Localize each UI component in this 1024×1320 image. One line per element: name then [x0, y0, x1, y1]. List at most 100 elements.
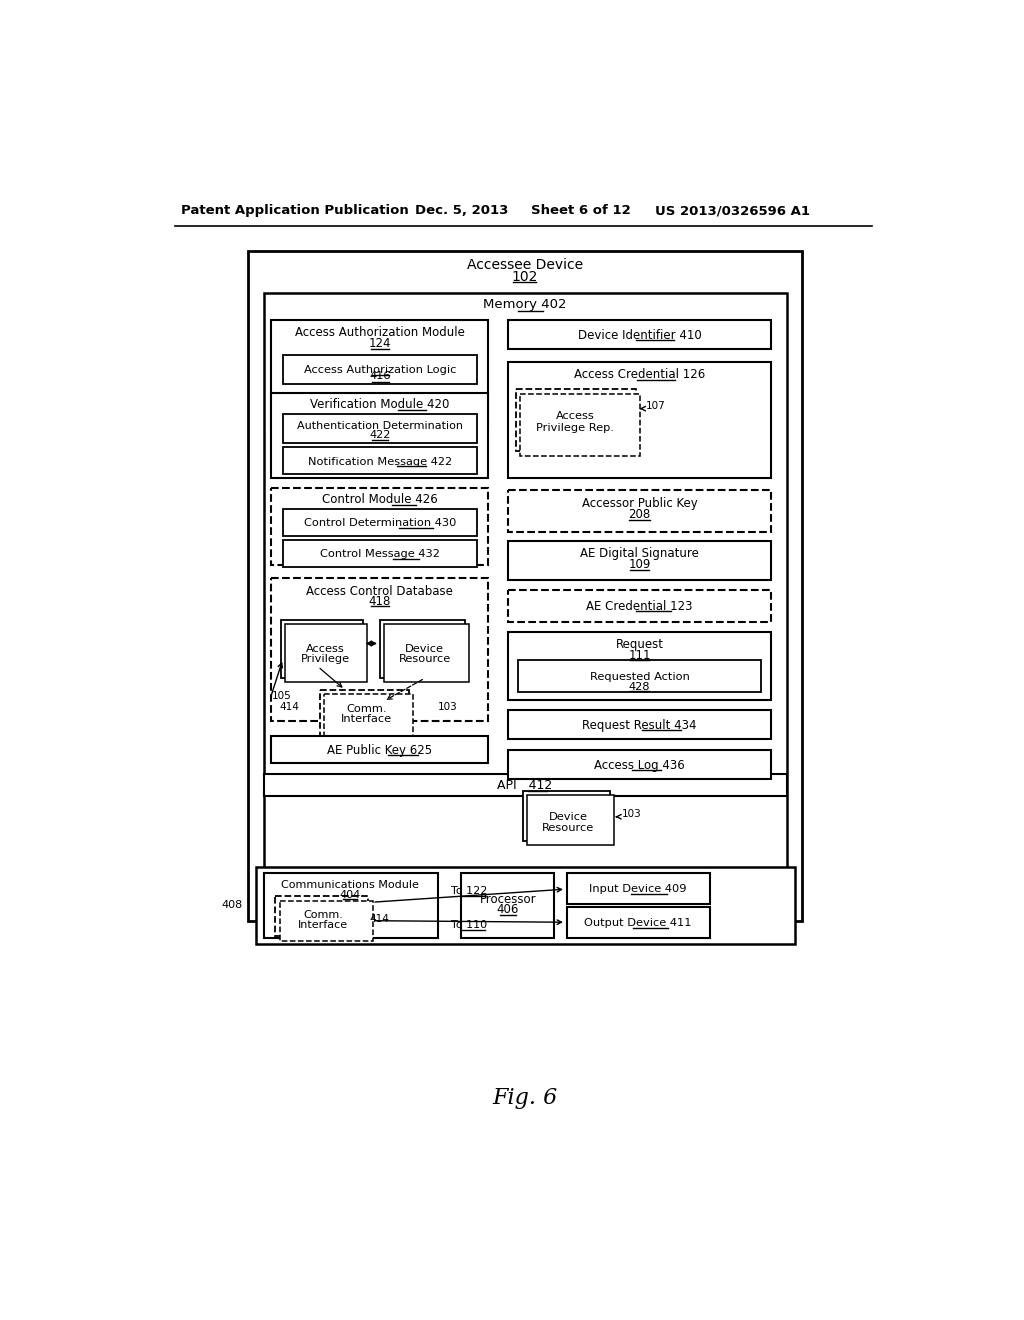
Bar [280, 900, 373, 941]
Bar [283, 540, 477, 566]
Bar [283, 355, 477, 384]
Text: Request Result 434: Request Result 434 [583, 718, 696, 731]
Text: Control Determination 430: Control Determination 430 [304, 519, 456, 528]
Text: Comm.: Comm. [346, 704, 387, 714]
Text: 208: 208 [629, 508, 650, 520]
Bar [286, 624, 367, 682]
Text: API   412: API 412 [498, 779, 552, 792]
Bar [271, 393, 488, 478]
Bar [508, 321, 771, 350]
Bar [461, 873, 554, 937]
Text: 105: 105 [271, 690, 291, 701]
Text: Fig. 6: Fig. 6 [493, 1086, 557, 1109]
Text: 414: 414 [370, 915, 390, 924]
Bar [515, 389, 636, 451]
Text: 103: 103 [622, 809, 641, 820]
Bar [282, 620, 362, 678]
Text: Device: Device [549, 812, 588, 822]
Bar [384, 624, 469, 682]
Text: Access Control Database: Access Control Database [306, 585, 454, 598]
Text: Requested Action: Requested Action [590, 672, 689, 681]
Text: 124: 124 [369, 337, 391, 350]
Bar [263, 775, 786, 796]
Bar [508, 710, 771, 739]
Text: Dec. 5, 2013: Dec. 5, 2013 [415, 205, 508, 218]
Text: Resource: Resource [542, 822, 594, 833]
Bar [283, 414, 477, 444]
Bar [508, 541, 771, 579]
Text: Request: Request [615, 638, 664, 651]
Bar [271, 737, 488, 763]
Text: 422: 422 [370, 430, 390, 440]
Text: Access: Access [306, 644, 345, 653]
Text: 109: 109 [629, 557, 650, 570]
Bar [271, 578, 488, 721]
Text: Processor: Processor [479, 892, 536, 906]
Text: Verification Module 420: Verification Module 420 [310, 397, 450, 411]
Text: 414: 414 [280, 702, 299, 711]
Text: 418: 418 [369, 594, 391, 607]
Text: Access Credential 126: Access Credential 126 [573, 368, 706, 381]
Text: Communications Module: Communications Module [282, 879, 420, 890]
Bar [566, 907, 710, 937]
Text: Privilege: Privilege [301, 653, 350, 664]
Text: Memory 402: Memory 402 [483, 298, 566, 312]
Text: Access: Access [556, 412, 595, 421]
Text: Device Identifier 410: Device Identifier 410 [578, 329, 701, 342]
Bar [324, 693, 414, 743]
Text: Accessee Device: Accessee Device [467, 257, 583, 272]
Bar [508, 750, 771, 779]
Text: US 2013/0326596 A1: US 2013/0326596 A1 [655, 205, 810, 218]
Text: Sheet 6 of 12: Sheet 6 of 12 [531, 205, 631, 218]
Text: To 122: To 122 [451, 887, 487, 896]
Bar [566, 873, 710, 904]
Text: Control Module 426: Control Module 426 [322, 492, 437, 506]
Text: Input Device 409: Input Device 409 [589, 884, 687, 894]
Text: Accessor Public Key: Accessor Public Key [582, 496, 697, 510]
Text: Patent Application Publication: Patent Application Publication [180, 205, 409, 218]
Text: AE Digital Signature: AE Digital Signature [580, 546, 699, 560]
Text: Access Log 436: Access Log 436 [594, 759, 685, 772]
Bar [508, 490, 771, 532]
Bar [508, 363, 771, 478]
Bar [271, 488, 488, 565]
Text: 416: 416 [369, 371, 390, 381]
Text: Output Device 411: Output Device 411 [585, 917, 691, 928]
Text: Comm.: Comm. [303, 909, 343, 920]
Bar [283, 508, 477, 536]
Text: Access Authorization Logic: Access Authorization Logic [304, 366, 456, 375]
Bar [263, 873, 438, 937]
Text: 406: 406 [497, 903, 519, 916]
Text: Resource: Resource [398, 653, 451, 664]
Bar [523, 792, 610, 841]
Text: 111: 111 [629, 648, 650, 661]
Bar [527, 795, 614, 845]
Bar [520, 395, 640, 455]
Text: Notification Message 422: Notification Message 422 [308, 457, 452, 467]
Text: 428: 428 [629, 681, 650, 692]
Text: To 110: To 110 [451, 920, 487, 931]
Bar [518, 660, 761, 692]
Bar [271, 321, 488, 428]
Bar [263, 293, 786, 874]
Text: 102: 102 [512, 271, 538, 284]
Text: Authentication Determination: Authentication Determination [297, 421, 463, 430]
Text: AE Credential 123: AE Credential 123 [587, 601, 693, 612]
Bar [275, 896, 369, 936]
Text: Interface: Interface [298, 920, 348, 929]
Text: Device: Device [406, 644, 444, 653]
Bar [508, 632, 771, 700]
Bar [248, 251, 802, 921]
Bar [256, 867, 795, 944]
Bar [283, 447, 477, 474]
Text: Interface: Interface [341, 714, 392, 723]
Bar [380, 620, 465, 678]
Text: 107: 107 [646, 401, 666, 412]
Text: Access Authorization Module: Access Authorization Module [295, 326, 465, 339]
Text: 408: 408 [221, 900, 243, 911]
Bar [321, 689, 410, 739]
Text: AE Public Key 625: AE Public Key 625 [328, 744, 432, 758]
Text: Privilege Rep.: Privilege Rep. [537, 422, 614, 433]
Bar [508, 590, 771, 622]
Text: Control Message 432: Control Message 432 [319, 549, 440, 560]
